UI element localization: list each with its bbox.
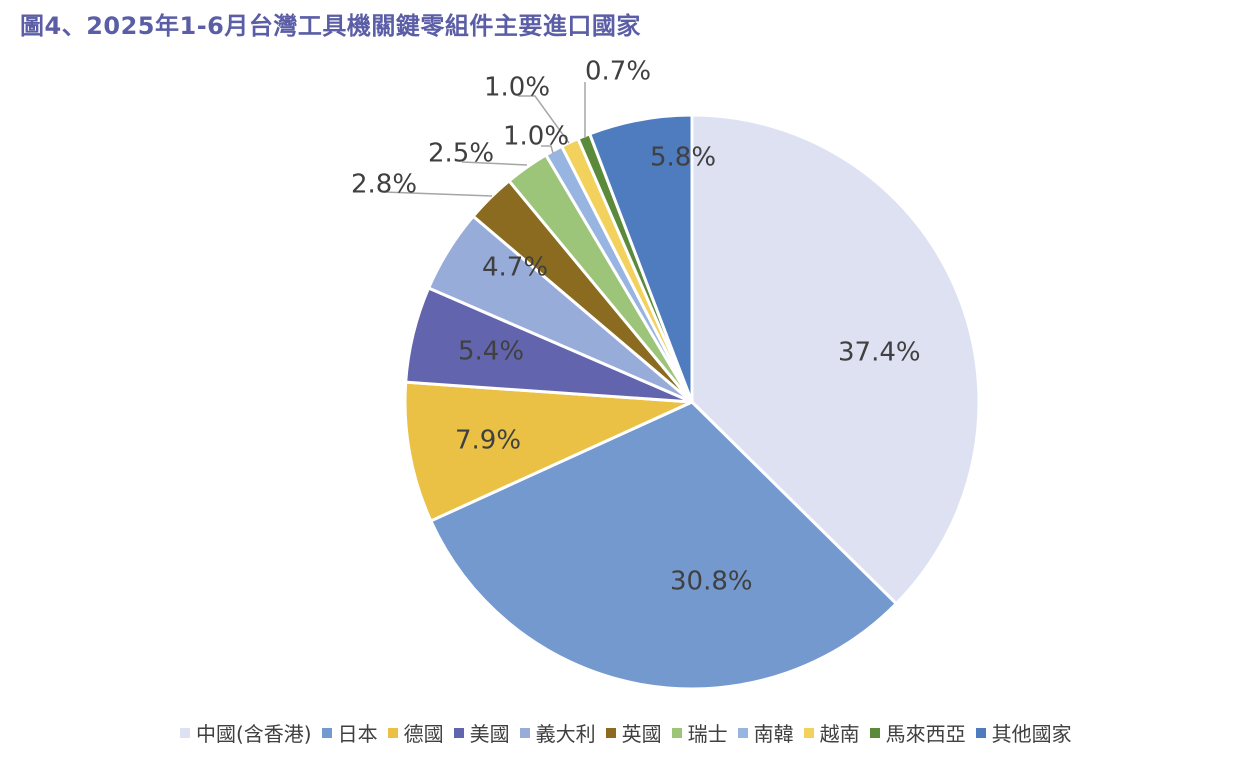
leader-lines xyxy=(383,82,586,197)
legend-item: 美國 xyxy=(453,718,510,747)
data-label: 5.4% xyxy=(458,337,524,367)
legend-item: 日本 xyxy=(321,718,378,747)
legend-item: 越南 xyxy=(803,718,860,747)
data-label: 37.4% xyxy=(838,338,921,368)
leader-line xyxy=(383,191,493,197)
pie-slice xyxy=(403,380,694,523)
data-label: 30.8% xyxy=(670,567,753,597)
data-label: 2.8% xyxy=(351,170,417,200)
legend-swatch xyxy=(671,727,682,738)
legend-label: 美國 xyxy=(469,722,510,746)
legend-label: 中國(含香港) xyxy=(196,722,312,746)
legend-item: 英國 xyxy=(605,718,662,747)
chart-legend: 中國(含香港) 日本 德國 美國 義大利 英國 瑞士 南韓 越南 馬來西亞 其他國家 xyxy=(180,718,1082,747)
legend-label: 其他國家 xyxy=(991,722,1072,746)
legend-item: 中國(含香港) xyxy=(180,718,312,747)
pie-slice xyxy=(429,400,898,691)
pie-slices xyxy=(403,113,981,691)
legend-label: 德國 xyxy=(403,722,444,746)
legend-swatch xyxy=(737,727,748,738)
data-label: 7.9% xyxy=(455,426,521,456)
data-label: 5.8% xyxy=(650,143,716,173)
legend-label: 越南 xyxy=(819,722,860,746)
data-label: 4.7% xyxy=(482,253,548,283)
legend-swatch xyxy=(453,727,464,738)
legend-swatch xyxy=(605,727,616,738)
legend-label: 英國 xyxy=(621,722,662,746)
legend-swatch xyxy=(975,727,986,738)
legend-label: 日本 xyxy=(337,722,378,746)
legend-swatch xyxy=(869,727,880,738)
leader-line xyxy=(518,95,570,144)
data-label: 0.7% xyxy=(585,57,651,87)
data-label: 2.5% xyxy=(428,139,494,169)
legend-label: 馬來西亞 xyxy=(885,722,966,746)
legend-item: 德國 xyxy=(387,718,444,747)
legend-label: 義大利 xyxy=(535,722,596,746)
legend-item: 其他國家 xyxy=(975,718,1072,747)
data-labels: 37.4% 30.8% 7.9% 5.4% 4.7% 2.8% 2.5% 1.0% 1.0% 0.… xyxy=(351,57,921,597)
legend-item: 南韓 xyxy=(737,718,794,747)
leader-line xyxy=(541,145,554,154)
legend-item: 馬來西亞 xyxy=(869,718,966,747)
leader-line xyxy=(461,161,528,166)
data-label: 1.0% xyxy=(484,73,550,103)
legend-swatch xyxy=(803,727,814,738)
legend-swatch xyxy=(519,727,530,738)
pie-slice xyxy=(588,113,694,404)
legend-swatch xyxy=(321,727,332,738)
legend-label: 瑞士 xyxy=(687,722,728,746)
legend-item: 義大利 xyxy=(519,718,596,747)
legend-swatch xyxy=(387,727,398,738)
data-label: 1.0% xyxy=(503,122,569,152)
legend-swatch xyxy=(180,727,190,738)
pie-slice xyxy=(690,113,981,606)
legend-item: 瑞士 xyxy=(671,718,728,747)
legend-label: 南韓 xyxy=(753,722,794,746)
chart-title: 圖4、2025年1-6月台灣工具機關鍵零組件主要進口國家 xyxy=(20,12,641,40)
